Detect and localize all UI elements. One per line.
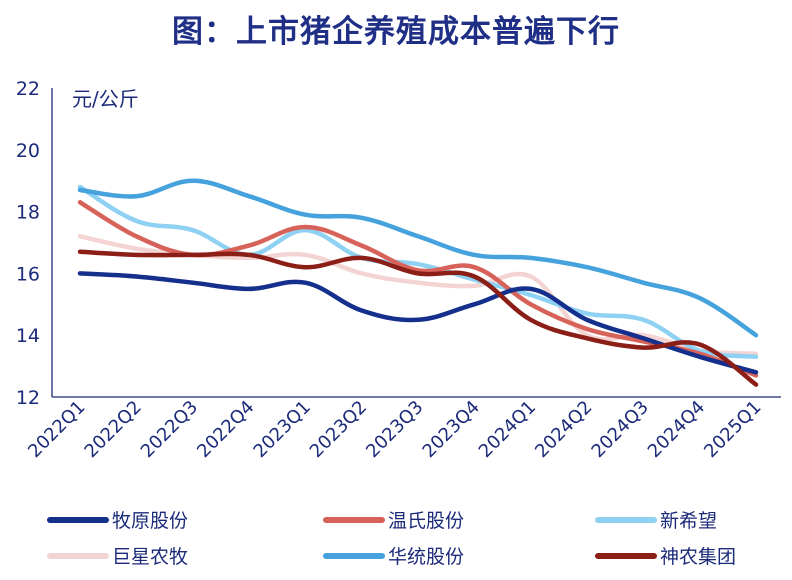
- legend-item: 温氏股份: [323, 510, 464, 532]
- legend-label: 温氏股份: [388, 510, 464, 532]
- x-tick-label: 2023Q3: [362, 397, 427, 462]
- axes: [51, 88, 781, 398]
- series-line-3: [77, 184, 759, 360]
- legend-label: 巨星农牧: [112, 546, 188, 568]
- chart-title: 图：上市猪企养殖成本普遍下行: [172, 14, 620, 50]
- y-tick-label: 20: [16, 140, 40, 162]
- legend-label: 神农集团: [660, 546, 736, 568]
- x-tick-label: 2023Q4: [419, 397, 484, 462]
- y-tick-label: 18: [16, 202, 40, 224]
- x-tick-label: 2025Q1: [700, 397, 765, 462]
- y-tick-label: 14: [16, 325, 40, 347]
- x-tick-label: 2024Q4: [644, 397, 709, 462]
- x-tick-label: 2022Q2: [81, 397, 146, 462]
- series-line-5: [77, 178, 759, 338]
- legend-label: 新希望: [660, 510, 717, 532]
- x-tick-label: 2022Q4: [193, 397, 258, 462]
- series-line-1: [77, 271, 759, 375]
- y-tick-label: 16: [16, 263, 40, 285]
- legend-item: 牧原股份: [47, 510, 188, 532]
- x-tick-label: 2024Q3: [588, 397, 653, 462]
- x-tick-label: 2024Q2: [531, 397, 596, 462]
- y-tick-label: 22: [16, 78, 40, 100]
- series-line-6: [77, 249, 759, 387]
- y-axis-unit-label: 元/公斤: [72, 87, 139, 111]
- legend-item: 新希望: [595, 510, 717, 532]
- x-tick-label: 2023Q1: [250, 397, 315, 462]
- x-tick-labels: 2022Q12022Q22022Q32022Q42023Q12023Q22023…: [24, 397, 765, 462]
- legend-item: 华统股份: [323, 546, 464, 568]
- x-tick-label: 2024Q1: [475, 397, 540, 462]
- legend-label: 牧原股份: [112, 510, 188, 532]
- legend-label: 华统股份: [388, 546, 464, 568]
- legend-item: 巨星农牧: [47, 546, 188, 568]
- y-tick-labels: 12 14 16 18 20 22: [16, 78, 40, 409]
- y-tick-label: 12: [16, 387, 40, 409]
- x-tick-label: 2023Q2: [306, 397, 371, 462]
- x-tick-label: 2022Q3: [137, 397, 202, 462]
- legend-item: 神农集团: [595, 546, 736, 568]
- series-lines: [77, 178, 759, 387]
